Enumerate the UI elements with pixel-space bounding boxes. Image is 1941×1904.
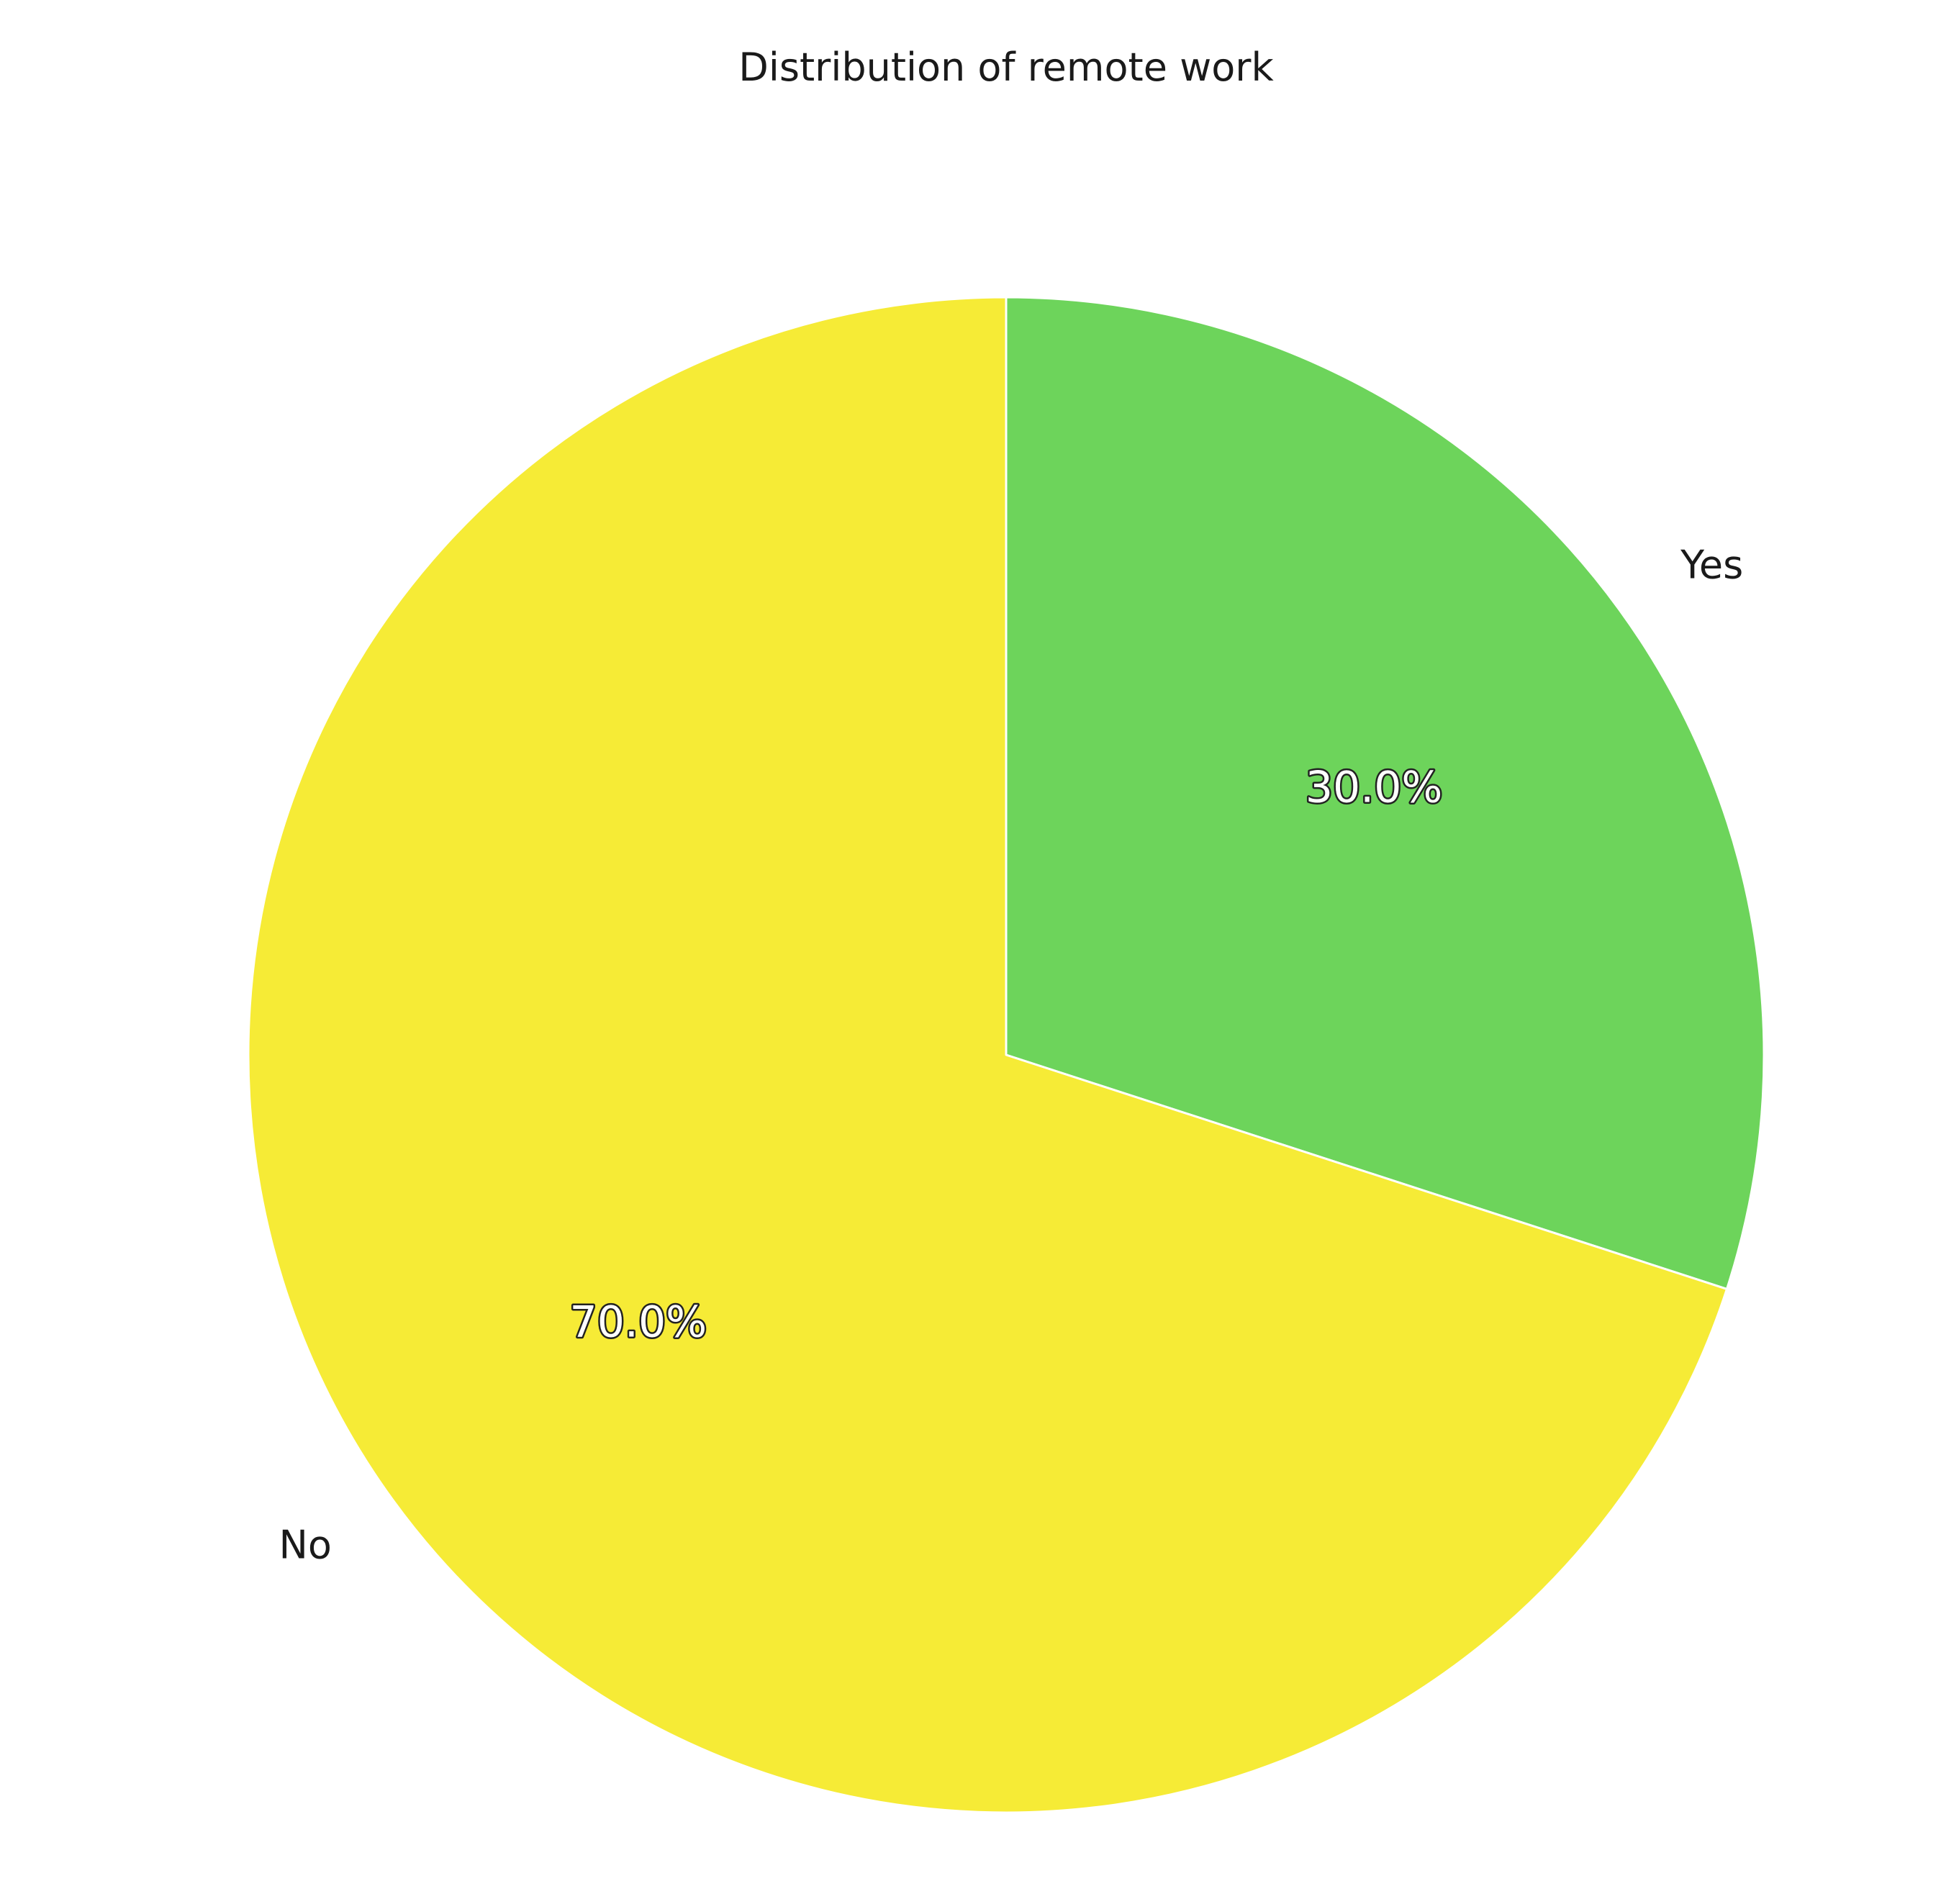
- pct-label-yes: 30.0%: [1306, 763, 1443, 813]
- slice-label-yes: Yes: [1680, 543, 1743, 588]
- pie-labels: 30.0% Yes 70.0% No: [279, 543, 1743, 1568]
- slice-label-no: No: [279, 1522, 331, 1567]
- pct-label-no: 70.0%: [570, 1297, 707, 1347]
- pie-slice-no: [247, 296, 1728, 1814]
- pie-slices: [247, 296, 1765, 1814]
- pie-slice-yes: [1005, 296, 1765, 1290]
- chart-title: Distribution of remote work: [738, 45, 1274, 90]
